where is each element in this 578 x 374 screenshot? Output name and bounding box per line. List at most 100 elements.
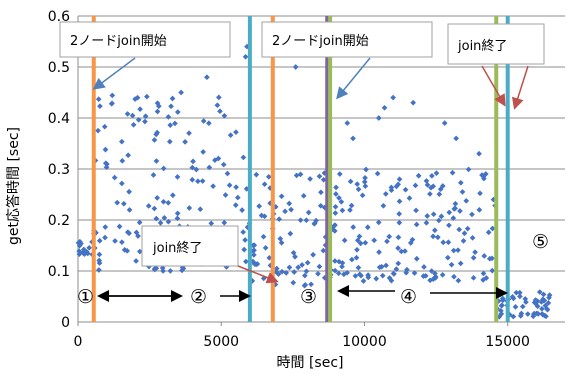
data-point (151, 205, 158, 212)
data-point (262, 245, 269, 251)
data-point (283, 270, 290, 276)
data-point (461, 230, 468, 237)
data-point (119, 180, 125, 187)
data-point (286, 200, 293, 207)
data-point (221, 219, 228, 226)
data-point (453, 135, 459, 142)
data-point (339, 263, 345, 270)
data-point (517, 313, 524, 319)
x-tick-label: 15000 (485, 334, 530, 350)
data-point (437, 186, 444, 193)
data-point (142, 113, 149, 120)
data-point (320, 247, 327, 254)
data-point (126, 230, 132, 237)
data-point (406, 195, 413, 201)
data-point (189, 176, 196, 183)
data-point (303, 217, 310, 224)
data-point (101, 123, 108, 130)
data-point (260, 233, 267, 240)
data-point (234, 194, 241, 201)
data-point (545, 300, 552, 306)
data-point (311, 221, 318, 227)
data-point (111, 174, 118, 181)
data-point (215, 155, 222, 162)
callout-text: 2ノードjoin開始 (70, 34, 167, 49)
data-point (446, 209, 453, 216)
data-point (513, 289, 520, 296)
data-point (499, 302, 505, 309)
data-point (83, 248, 90, 255)
callout-join-end-1: join終了 (447, 23, 545, 110)
data-point (332, 267, 338, 274)
data-point (469, 235, 476, 241)
data-point (251, 252, 257, 258)
x-tick-label: 0 (74, 334, 83, 350)
data-point (102, 234, 108, 241)
data-point (393, 183, 400, 190)
data-point (358, 272, 364, 279)
callout-text: 2ノードjoin開始 (272, 34, 369, 49)
data-point (126, 188, 132, 195)
callout-join-start-1: 2ノードjoin開始 (59, 21, 231, 90)
data-point (174, 109, 181, 115)
data-point (396, 219, 403, 226)
data-point (348, 202, 355, 209)
data-point (333, 191, 339, 197)
data-point (450, 215, 457, 221)
data-point (381, 104, 388, 111)
data-point (390, 270, 397, 277)
data-point (154, 108, 161, 115)
data-point (354, 246, 360, 253)
data-point (290, 279, 297, 286)
data-point (159, 265, 166, 271)
data-point (465, 166, 472, 173)
data-point (424, 213, 431, 219)
data-point (78, 240, 84, 247)
x-tick-label: 10000 (342, 334, 387, 350)
data-point (338, 198, 345, 205)
data-point (469, 211, 475, 218)
x-tick-label: 5000 (203, 334, 239, 350)
data-point (179, 267, 185, 274)
data-point (199, 178, 206, 184)
data-point (371, 237, 378, 244)
data-point (378, 263, 385, 270)
data-point (441, 120, 448, 126)
data-point (412, 182, 419, 189)
data-point (233, 184, 239, 190)
data-point (395, 245, 401, 251)
callout-join-start-2: 2ノードjoin開始 (261, 21, 433, 100)
data-point (480, 270, 487, 277)
data-point (96, 267, 102, 273)
data-point (160, 198, 167, 205)
data-point (331, 223, 337, 229)
data-point (544, 306, 550, 312)
y-axis-title: get応答時間 [sec] (5, 127, 22, 245)
data-point (413, 207, 419, 214)
data-point (365, 272, 371, 278)
data-point (208, 220, 215, 227)
data-point (347, 178, 354, 185)
data-point (353, 254, 360, 261)
data-point (302, 282, 309, 288)
data-point (204, 74, 210, 81)
data-point (510, 313, 517, 320)
data-point (241, 246, 248, 253)
data-point (523, 299, 529, 305)
data-point (347, 207, 353, 213)
data-point (124, 111, 131, 117)
data-point (292, 253, 298, 260)
data-point (116, 223, 123, 230)
y-tick-label: 0 (61, 315, 70, 331)
y-tick-label: 0.2 (48, 213, 70, 229)
data-point (305, 209, 312, 216)
data-point (382, 191, 389, 197)
data-point (96, 260, 103, 266)
data-point (349, 256, 355, 263)
data-point (301, 272, 308, 279)
data-point (430, 233, 436, 240)
data-point (193, 166, 200, 173)
data-point (363, 166, 369, 173)
data-point (232, 202, 239, 208)
data-point (357, 240, 364, 247)
